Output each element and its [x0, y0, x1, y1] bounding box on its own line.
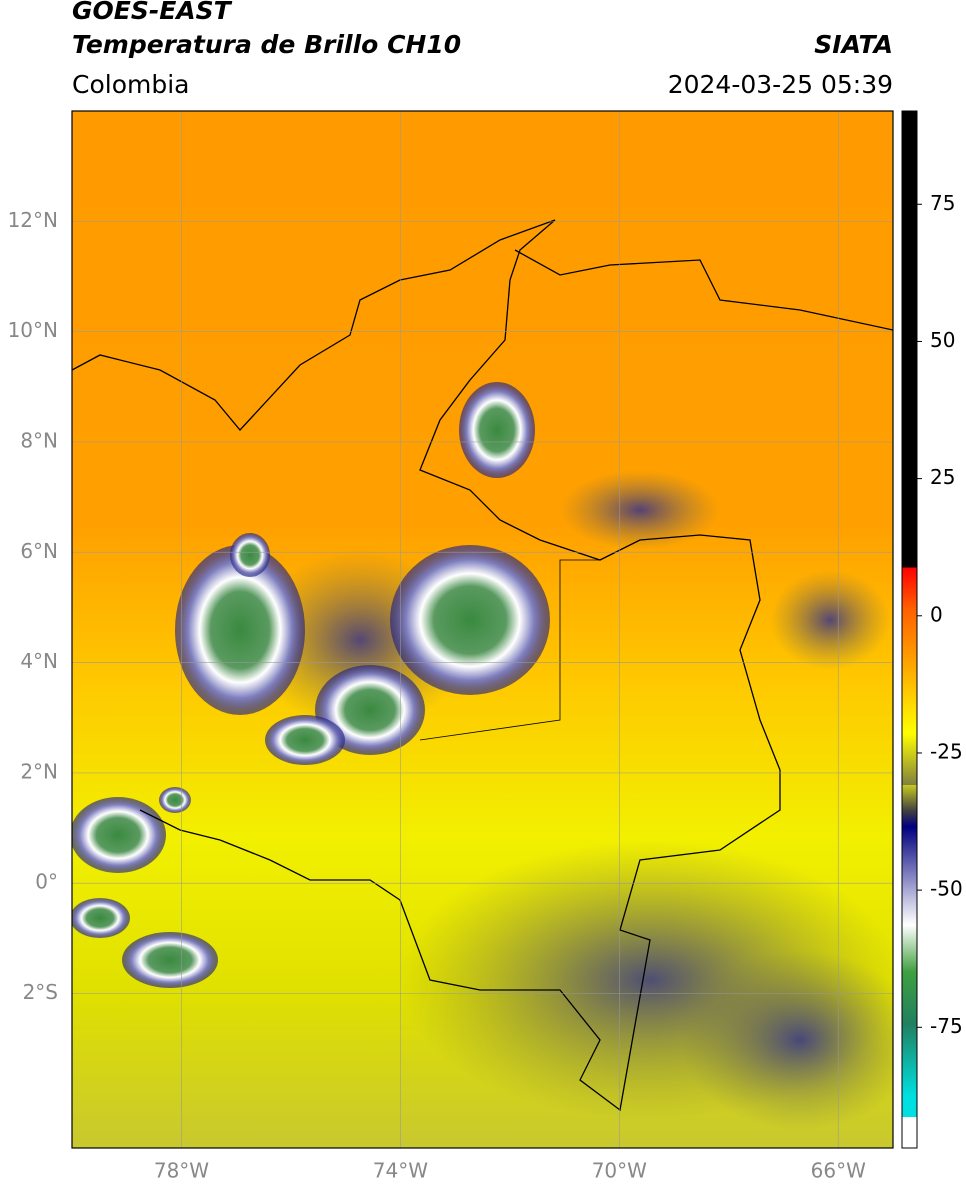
colorbar-tick-label: -25	[930, 739, 963, 763]
y-tick-label: 0°	[35, 870, 58, 894]
colorbar-tick-label: 0	[930, 602, 943, 626]
y-tick-label: 8°N	[20, 428, 58, 452]
dept-border	[419, 559, 600, 741]
y-tick-label: 4°N	[20, 649, 58, 673]
subtitle: Temperatura de Brillo CH10	[72, 30, 461, 59]
cloud	[122, 932, 218, 988]
cloud	[175, 545, 305, 715]
region: Colombia	[72, 70, 189, 99]
title: GOES-EAST	[72, 0, 233, 25]
colorbar-tick-label: 50	[930, 328, 955, 352]
x-tick-label: 78°W	[154, 1159, 209, 1183]
colorbar	[901, 110, 918, 1149]
cloud-haze	[770, 570, 890, 670]
graticule	[72, 111, 893, 1148]
y-tick-label: 2°N	[20, 759, 58, 783]
cloud	[159, 787, 191, 813]
country-border	[72, 219, 781, 1112]
x-tick-label: 74°W	[373, 1159, 428, 1183]
y-tick-label: 2°S	[23, 980, 58, 1004]
coastline	[514, 249, 893, 331]
cloud	[459, 382, 535, 478]
cloud	[390, 545, 550, 695]
x-tick-label: 66°W	[811, 1159, 866, 1183]
source: SIATA	[814, 30, 893, 59]
cloud	[72, 797, 166, 873]
colorbar-tick-label: -50	[930, 877, 963, 901]
y-tick-label: 12°N	[8, 208, 58, 232]
colorbar-tick-label: 25	[930, 465, 955, 489]
colorbar-tick-label: 75	[930, 191, 955, 215]
cloud-haze	[680, 950, 893, 1130]
cloud	[265, 715, 345, 765]
cloud	[72, 898, 130, 938]
colorbar-tick-label: -75	[930, 1014, 963, 1038]
map-frame	[71, 110, 894, 1149]
y-tick-label: 6°N	[20, 539, 58, 563]
cloud-haze	[560, 470, 720, 550]
x-tick-label: 70°W	[592, 1159, 647, 1183]
y-tick-label: 10°N	[8, 318, 58, 342]
cloud	[230, 533, 270, 577]
map-image	[72, 111, 893, 1148]
timestamp: 2024-03-25 05:39	[668, 70, 893, 99]
